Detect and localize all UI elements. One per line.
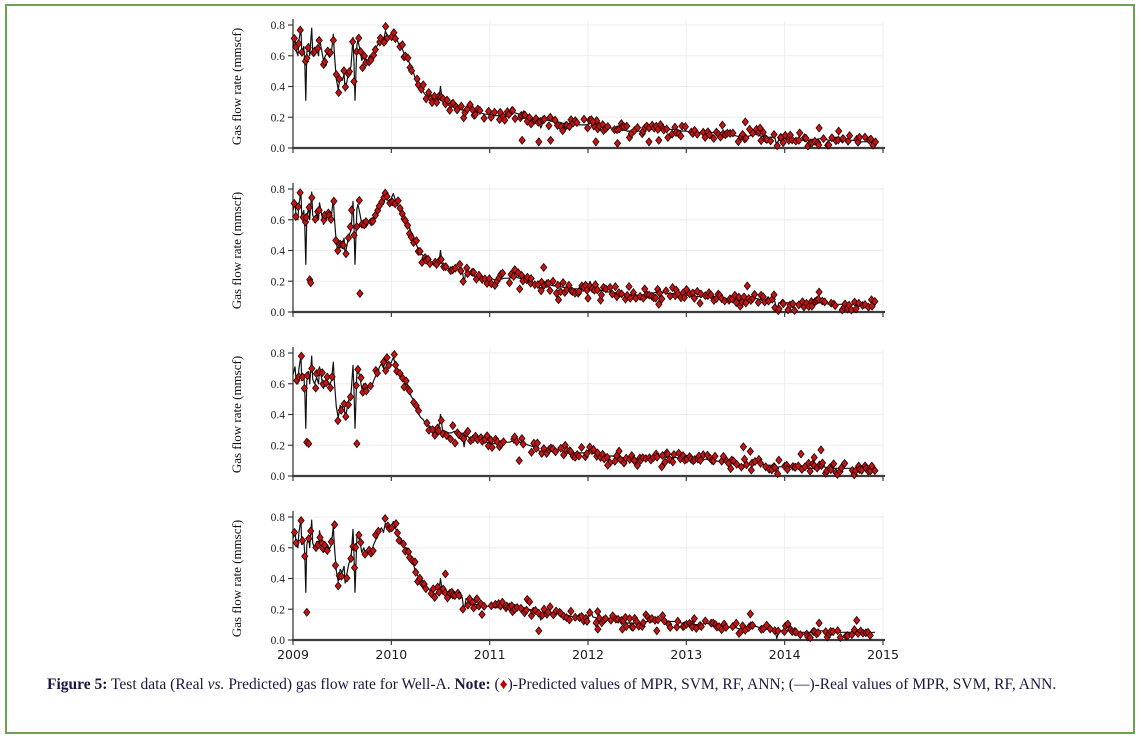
svg-text:0.2: 0.2 xyxy=(271,112,286,124)
svg-text:0.0: 0.0 xyxy=(271,307,286,319)
chart-panel-4: 0.0 0.2 0.4 0.6 0.8 2009 2010 2011 2012 2013 2014 2… xyxy=(229,511,899,662)
svg-text:0.2: 0.2 xyxy=(271,276,286,288)
caption-text-2: Predicted) gas flow rate for Well-A. xyxy=(224,676,455,693)
svg-text:2015: 2015 xyxy=(867,647,899,662)
svg-text:2009: 2009 xyxy=(277,647,309,662)
predicted-diamond-icon: ♦ xyxy=(499,676,508,693)
svg-text:Gas flow rate (mmscf): Gas flow rate (mmscf) xyxy=(229,520,244,637)
svg-text:0.6: 0.6 xyxy=(271,543,286,555)
svg-text:Gas flow rate (mmscf): Gas flow rate (mmscf) xyxy=(229,28,244,145)
figure-caption: Figure 5: Test data (Real vs. Predicted)… xyxy=(47,674,1105,696)
svg-text:0.4: 0.4 xyxy=(271,410,286,422)
figure-5: 0.0 0.2 0.4 0.6 0.8 Gas flow rate (mmscf) 0.0… xyxy=(228,19,908,703)
svg-text:0.0: 0.0 xyxy=(271,635,286,647)
note-label: Note: xyxy=(454,676,491,693)
caption-text-1: Test data (Real xyxy=(107,676,208,693)
svg-text:0.2: 0.2 xyxy=(271,604,286,616)
svg-text:0.0: 0.0 xyxy=(271,143,286,155)
svg-text:2014: 2014 xyxy=(769,647,801,662)
svg-text:0.2: 0.2 xyxy=(271,440,286,452)
svg-text:2013: 2013 xyxy=(670,647,702,662)
svg-text:Gas flow rate (mmscf): Gas flow rate (mmscf) xyxy=(229,356,244,473)
caption-vs: vs. xyxy=(207,676,225,693)
svg-text:2012: 2012 xyxy=(572,647,604,662)
svg-text:2011: 2011 xyxy=(474,647,506,662)
chart-panel-2: 0.0 0.2 0.4 0.6 0.8 Gas flow rate (mmscf) xyxy=(229,183,885,319)
svg-text:0.4: 0.4 xyxy=(271,82,286,94)
svg-text:Gas flow rate (mmscf): Gas flow rate (mmscf) xyxy=(229,192,244,309)
svg-text:2010: 2010 xyxy=(375,647,407,662)
svg-text:0.6: 0.6 xyxy=(271,215,286,227)
chart-panel-1: 0.0 0.2 0.4 0.6 0.8 Gas flow rate (mmscf) xyxy=(229,19,885,155)
svg-text:0.8: 0.8 xyxy=(271,512,286,524)
chart-panel-3: 0.0 0.2 0.4 0.6 0.8 Gas flow rate (mmscf) xyxy=(229,347,885,483)
svg-text:0.6: 0.6 xyxy=(271,51,286,63)
svg-text:0.0: 0.0 xyxy=(271,471,286,483)
chart-panel-stack: 0.0 0.2 0.4 0.6 0.8 Gas flow rate (mmscf) 0.0… xyxy=(228,19,908,679)
svg-text:0.8: 0.8 xyxy=(271,184,286,196)
svg-text:0.8: 0.8 xyxy=(271,20,286,32)
figure-label: Figure 5: xyxy=(47,676,108,693)
svg-text:0.4: 0.4 xyxy=(271,574,286,586)
caption-text-4: )-Predicted values of MPR, SVM, RF, ANN;… xyxy=(507,676,1057,693)
caption-text-3: ( xyxy=(490,676,500,693)
svg-text:0.6: 0.6 xyxy=(271,379,286,391)
svg-text:0.4: 0.4 xyxy=(271,246,286,258)
svg-text:0.8: 0.8 xyxy=(271,348,286,360)
